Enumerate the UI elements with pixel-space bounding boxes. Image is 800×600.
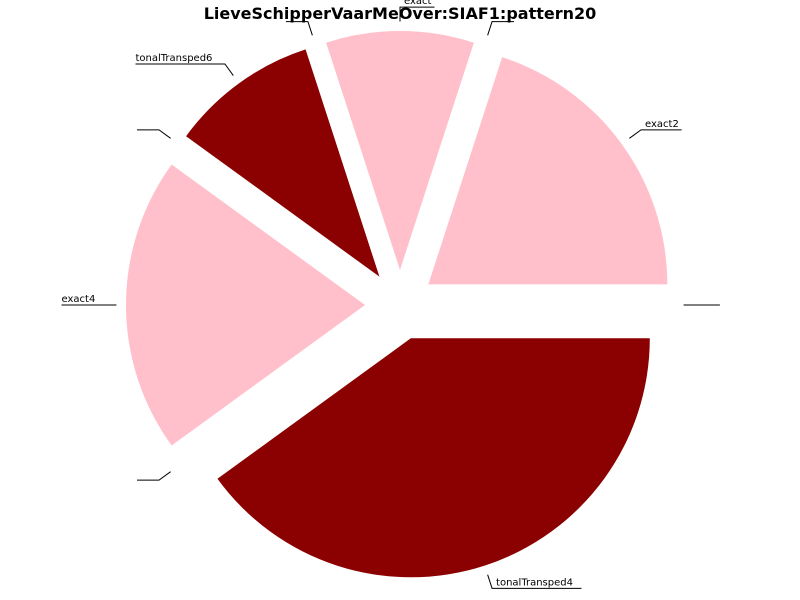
slice-label-tonalTransped4: tonalTransped4 xyxy=(487,574,582,589)
leader-line xyxy=(136,471,171,481)
pie-slice-exact2 xyxy=(428,57,668,285)
slice-label-tonalTransped6: tonalTransped6 xyxy=(135,53,234,76)
leader-line xyxy=(629,129,682,139)
leader-line xyxy=(285,21,313,36)
slice-label-text: tonalTransped4 xyxy=(496,577,573,588)
slice-label-exact: exact xyxy=(399,0,435,22)
slice-label-text: tonalTransped6 xyxy=(135,53,212,64)
slice-label-exact4: exact4 xyxy=(61,294,117,306)
slice-label-text: exact4 xyxy=(62,294,96,305)
pie-slice-exact xyxy=(326,31,474,270)
slice-label-empty-1 xyxy=(487,21,515,36)
slice-label-empty-7 xyxy=(136,471,171,481)
leader-line xyxy=(136,129,171,139)
slices-group xyxy=(125,31,668,578)
leader-line xyxy=(399,6,435,22)
leader-line xyxy=(487,21,515,36)
pie-slice-tonalTransped6 xyxy=(186,49,380,277)
leader-line xyxy=(135,63,234,76)
leader-line xyxy=(487,574,582,589)
pie-slice-tonalTransped4 xyxy=(217,338,650,578)
pie-slice-exact4 xyxy=(125,164,365,446)
slice-label-exact2: exact2 xyxy=(629,119,682,139)
labels-group: exact2 exact tonalTransped6 exact4 tonalTran… xyxy=(61,0,720,589)
slice-label-text: exact xyxy=(404,0,432,7)
slice-label-empty-3 xyxy=(285,21,313,36)
slice-label-text: exact2 xyxy=(645,119,679,130)
slice-label-empty-5 xyxy=(136,129,171,139)
